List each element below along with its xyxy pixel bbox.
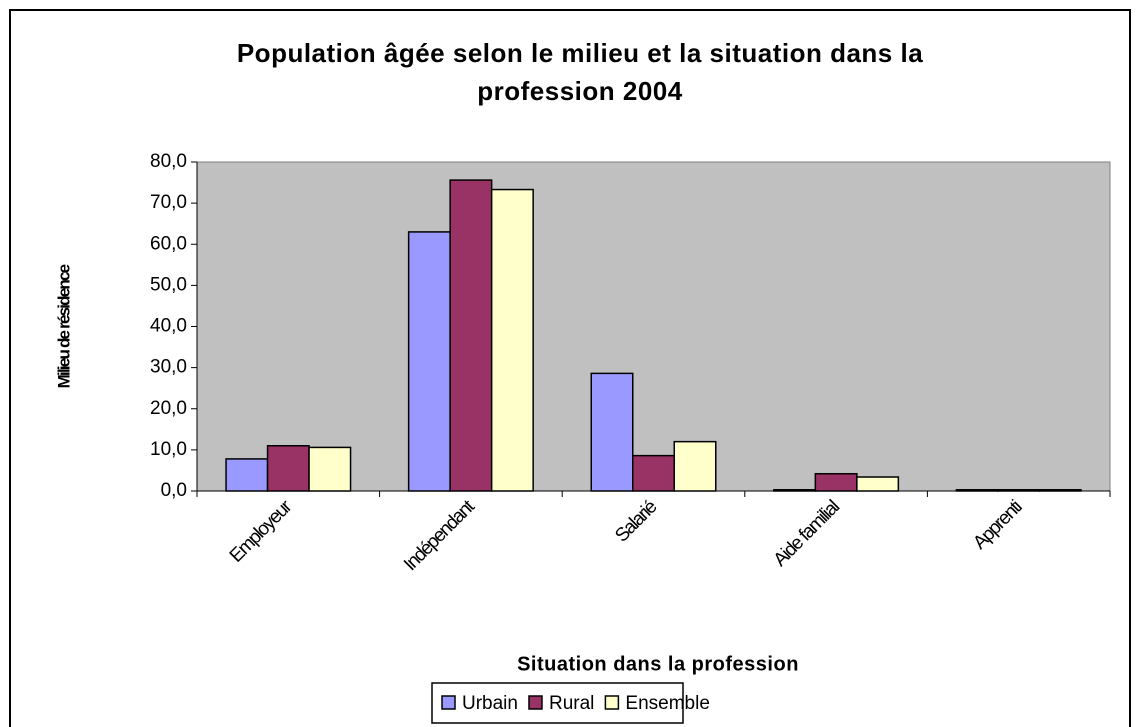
legend-box bbox=[431, 682, 684, 724]
bar bbox=[955, 489, 999, 492]
legend-swatch bbox=[604, 695, 620, 710]
legend-swatch bbox=[528, 695, 543, 710]
legend-label: Rural bbox=[549, 693, 594, 714]
bar bbox=[997, 489, 1041, 492]
y-tick-label: 40,0 bbox=[150, 316, 187, 337]
bar bbox=[1038, 489, 1082, 492]
bar bbox=[449, 179, 493, 492]
y-tick-label: 30,0 bbox=[150, 357, 187, 378]
chart-title: Population âgée selon le milieu et la si… bbox=[236, 38, 924, 106]
y-axis-label: Milieu de résidence bbox=[54, 264, 73, 388]
legend-label: Urbain bbox=[462, 693, 518, 714]
y-tick-label: 10,0 bbox=[150, 439, 187, 460]
bar bbox=[673, 440, 717, 492]
y-tick-label: 80,0 bbox=[150, 151, 187, 172]
legend-swatch bbox=[441, 695, 456, 710]
bar bbox=[814, 472, 858, 492]
bar bbox=[773, 489, 817, 492]
plot-area bbox=[196, 161, 1111, 492]
y-tick-label: 60,0 bbox=[150, 233, 187, 254]
bar bbox=[632, 454, 675, 492]
y-tick-label: 20,0 bbox=[150, 398, 187, 419]
y-tick-label: 50,0 bbox=[150, 274, 187, 295]
bar bbox=[308, 446, 352, 492]
legend-label: Ensemble bbox=[625, 693, 710, 714]
bar bbox=[225, 458, 269, 492]
bar bbox=[266, 445, 310, 492]
bar bbox=[856, 476, 900, 492]
bar bbox=[590, 372, 634, 492]
bar bbox=[490, 188, 534, 492]
y-tick-label: 70,0 bbox=[150, 192, 187, 213]
bar bbox=[407, 231, 451, 492]
x-axis-label: Situation dans la profession bbox=[517, 653, 799, 675]
y-tick-label: 0,0 bbox=[161, 480, 187, 501]
